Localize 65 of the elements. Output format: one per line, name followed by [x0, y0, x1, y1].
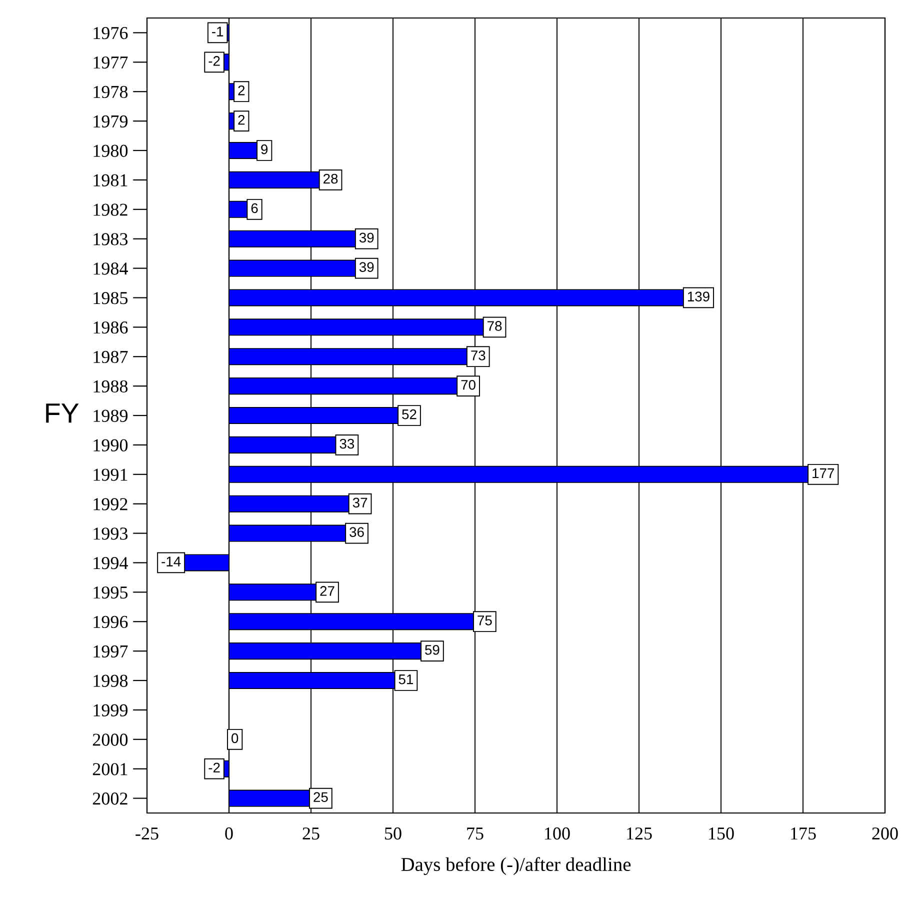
data-label: 37: [352, 498, 368, 508]
data-label: 27: [320, 586, 334, 596]
data-label: 39: [359, 232, 374, 243]
data-label: 36: [350, 527, 364, 538]
y-tick-label: 1993: [94, 528, 128, 540]
y-tick-label: 1995: [94, 586, 128, 599]
y-tick-label: 1982: [94, 204, 128, 216]
y-tick-label: 2002: [92, 792, 128, 805]
data-label: 139: [688, 292, 710, 302]
data-label: 2: [238, 86, 245, 96]
y-tick-label: 1979: [94, 115, 128, 128]
data-label: 6: [251, 203, 258, 214]
x-tick-label: -25: [136, 827, 158, 840]
y-tick-label: 1989: [94, 410, 128, 422]
data-label: 28: [324, 174, 338, 184]
y-tick-label: 1980: [94, 144, 128, 157]
y-tick-label: 1978: [94, 86, 128, 98]
y-tick-label: 1986: [94, 321, 128, 334]
y-tick-label: 1994: [94, 557, 128, 570]
y-tick-label: 2000: [92, 734, 128, 746]
y-tick-label: 1997: [94, 645, 128, 658]
data-label: 51: [398, 674, 414, 684]
data-label: 25: [314, 792, 328, 802]
data-label: 9: [261, 144, 268, 154]
data-label: -14: [162, 556, 181, 566]
data-label: 73: [471, 350, 486, 360]
data-label: -1: [212, 26, 224, 36]
data-label: 52: [402, 409, 416, 420]
y-tick-label: 1981: [94, 174, 128, 186]
y-tick-label: 1988: [94, 380, 128, 392]
x-tick-label: 175: [791, 828, 816, 840]
data-label: 2: [238, 114, 245, 125]
y-axis-title: FY: [46, 404, 79, 423]
y-tick-label: 1976: [94, 27, 128, 40]
x-tick-label: 125: [627, 827, 652, 840]
x-axis-title: Days before (-)/after deadline: [401, 857, 631, 876]
y-tick-label: 1990: [94, 439, 128, 452]
data-label: 39: [359, 262, 374, 272]
y-tick-label: 1998: [94, 674, 128, 687]
y-tick-label: 2001: [92, 763, 128, 776]
x-tick-label: 25: [302, 827, 320, 840]
x-tick-label: 75: [467, 828, 484, 840]
data-label: -2: [208, 762, 220, 772]
y-tick-label: 1991: [94, 468, 128, 481]
data-label: 33: [340, 438, 354, 449]
y-tick-label: 1984: [94, 262, 128, 275]
y-tick-label: 1985: [94, 292, 128, 304]
x-tick-label: 200: [872, 827, 898, 840]
data-label: 70: [461, 380, 476, 390]
y-tick-label: 1992: [94, 498, 128, 510]
data-label: 0: [232, 733, 238, 744]
y-tick-label: 1987: [94, 350, 128, 364]
y-tick-label: 1983: [94, 233, 128, 246]
y-tick-label: 1999: [94, 704, 128, 716]
x-tick-label: 50: [385, 827, 402, 840]
x-tick-label: 0: [225, 827, 233, 840]
data-label: 78: [488, 321, 502, 331]
x-tick-label: 100: [545, 827, 570, 840]
x-tick-label: 150: [709, 827, 734, 840]
data-label: 59: [425, 644, 440, 655]
y-tick-label: 1996: [94, 616, 128, 628]
data-label: -2: [208, 56, 220, 66]
data-label: 177: [812, 468, 834, 478]
y-tick-label: 1977: [94, 56, 128, 69]
data-label: 75: [478, 616, 492, 626]
